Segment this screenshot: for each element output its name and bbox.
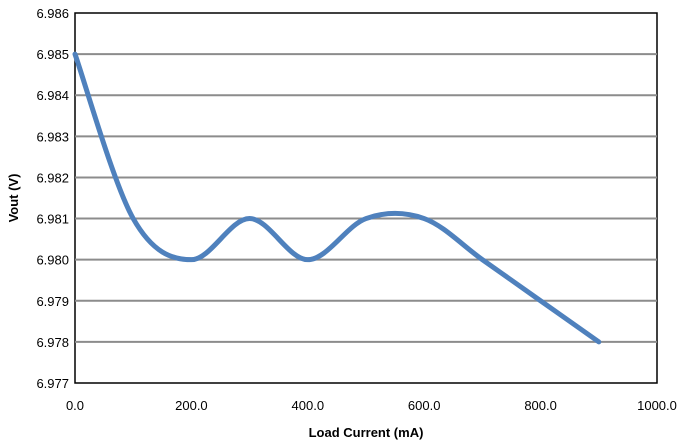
x-tick-label: 200.0 — [175, 398, 208, 413]
y-axis-ticks: 6.977 6.978 6.979 6.980 6.981 6.982 6.983 6.984… — [36, 6, 69, 391]
grid — [75, 53, 657, 343]
y-tick-label: 6.982 — [36, 170, 69, 185]
y-tick-label: 6.980 — [36, 253, 69, 268]
series-line — [72, 51, 602, 345]
y-tick-label: 6.977 — [36, 376, 69, 391]
x-tick-label: 0.0 — [66, 398, 84, 413]
x-tick-label: 600.0 — [408, 398, 441, 413]
x-axis-title: Load Current (mA) — [309, 425, 424, 440]
series-layer — [72, 51, 602, 345]
y-tick-label: 6.985 — [36, 47, 69, 62]
y-tick-label: 6.981 — [36, 212, 69, 227]
x-tick-label: 800.0 — [524, 398, 557, 413]
plot-area — [74, 12, 658, 384]
y-tick-label: 6.986 — [36, 6, 69, 21]
y-tick-label: 6.979 — [36, 294, 69, 309]
x-tick-label: 1000.0 — [637, 398, 677, 413]
y-tick-label: 6.983 — [36, 129, 69, 144]
x-axis-ticks: 0.0 200.0 400.0 600.0 800.0 1000.0 — [66, 398, 677, 413]
y-tick-label: 6.984 — [36, 88, 69, 103]
y-axis-title: Vout (V) — [6, 174, 21, 223]
y-tick-label: 6.978 — [36, 335, 69, 350]
x-tick-label: 400.0 — [292, 398, 325, 413]
